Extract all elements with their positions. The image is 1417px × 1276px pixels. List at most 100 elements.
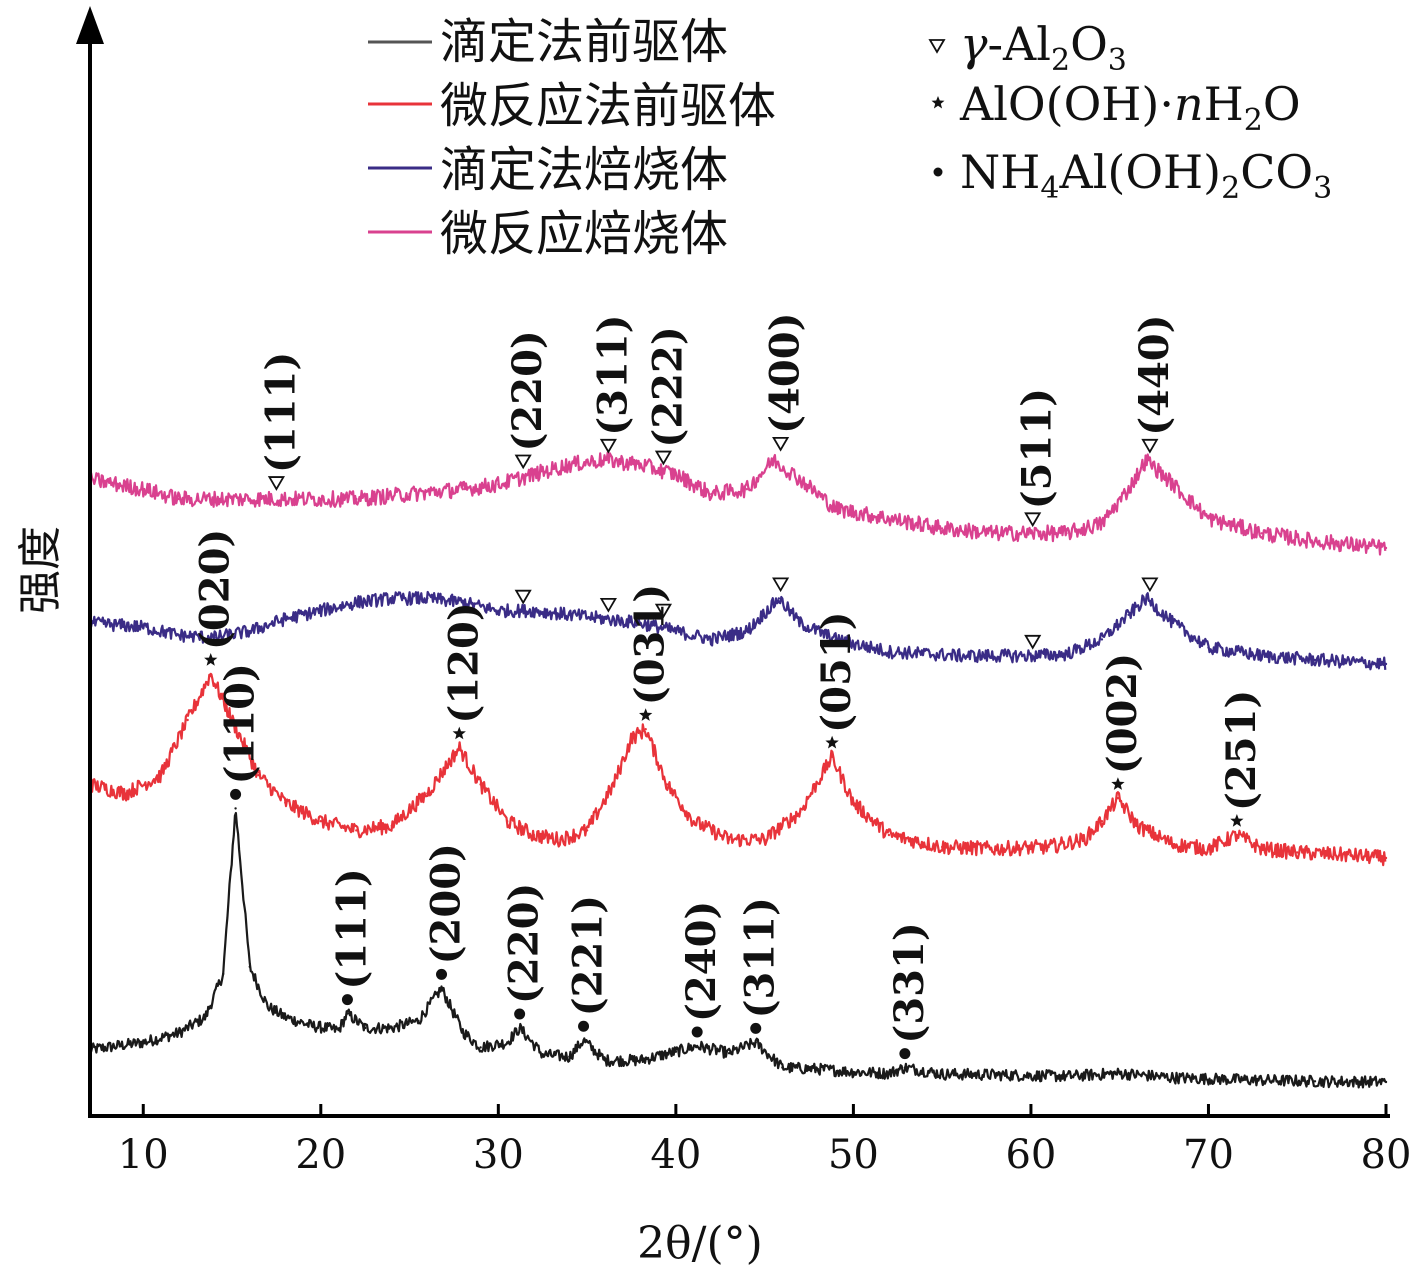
- hkl-label: (251): [1218, 690, 1265, 811]
- triangle-marker-icon: [1141, 577, 1159, 593]
- data-point: [754, 1041, 757, 1044]
- series-layer: [88, 451, 1388, 1089]
- marker-legend-label-alumina: γ-Al2O3: [960, 17, 1127, 78]
- data-point: [1100, 638, 1104, 641]
- data-point: [1242, 1078, 1246, 1082]
- data-point: [506, 820, 509, 823]
- data-point: [727, 1052, 731, 1055]
- data-point: [639, 463, 642, 466]
- star-marker-icon: [204, 653, 218, 666]
- data-point: [830, 755, 834, 758]
- data-point: [417, 1019, 420, 1022]
- data-point: [940, 527, 944, 530]
- legend-label: 滴定法前驱体: [440, 14, 728, 70]
- triangle-marker-icon: [514, 454, 532, 470]
- data-point: [887, 1072, 891, 1075]
- data-point: [763, 838, 766, 841]
- hkl-label: (220): [504, 330, 551, 451]
- data-point: [230, 718, 234, 722]
- data-point: [506, 1041, 509, 1044]
- hkl-label: (051): [813, 611, 860, 732]
- data-point: [1127, 613, 1130, 616]
- hkl-label: (331): [886, 922, 933, 1043]
- data-point: [266, 1005, 269, 1008]
- data-point: [1118, 1072, 1121, 1075]
- data-point: [603, 617, 607, 621]
- hkl-label: (311): [737, 897, 784, 1018]
- data-point: [532, 609, 536, 612]
- data-point: [582, 1039, 585, 1042]
- hkl-label: (031): [627, 584, 674, 705]
- hkl-label: (311): [589, 314, 636, 435]
- data-point: [1235, 833, 1239, 837]
- data-point: [710, 492, 713, 496]
- data-point: [284, 617, 287, 621]
- legend-label: 微反应焙烧体: [440, 206, 728, 262]
- data-point: [426, 792, 429, 795]
- marker-legend-label-aach: NH4Al(OH)2CO3: [960, 145, 1332, 206]
- hkl-label: (440): [1131, 314, 1178, 435]
- x-tick-label: 30: [473, 1132, 524, 1178]
- legend-item: 滴定法焙烧体: [368, 142, 728, 198]
- data-point: [612, 783, 615, 786]
- data-point: [1100, 820, 1104, 823]
- triangle-marker-icon: [1024, 512, 1042, 528]
- data-point: [346, 1012, 349, 1015]
- series-3: [88, 451, 1388, 556]
- data-point: [559, 838, 562, 841]
- data-point: [994, 847, 997, 850]
- x-ticks: 10 20 30 40 50 60 70 80: [118, 1104, 1411, 1178]
- data-point: [1136, 824, 1139, 827]
- data-point: [639, 621, 642, 625]
- star-marker-icon: [1111, 777, 1125, 790]
- data-point: [159, 774, 163, 777]
- data-point: [186, 718, 189, 722]
- x-tick-label: 70: [1183, 1132, 1234, 1178]
- dot-marker-icon: [691, 1026, 703, 1038]
- data-point: [695, 1044, 699, 1048]
- series-line: [88, 451, 1387, 556]
- triangle-marker-icon: [772, 436, 790, 452]
- data-point: [177, 497, 180, 501]
- data-point: [568, 613, 571, 616]
- data-point: [319, 497, 322, 501]
- legend-item: 微反应法前驱体: [368, 78, 776, 134]
- legend-item: 微反应焙烧体: [368, 206, 728, 262]
- dot-marker-icon: [750, 1022, 762, 1034]
- data-point: [887, 517, 891, 520]
- data-point: [1313, 539, 1317, 543]
- data-point: [777, 597, 781, 600]
- data-point: [958, 654, 962, 657]
- data-point: [461, 488, 465, 491]
- data-point: [1260, 847, 1263, 850]
- data-point: [124, 792, 127, 795]
- data-point: [310, 1024, 314, 1028]
- data-point: [337, 1028, 340, 1032]
- data-point: [852, 801, 855, 804]
- data-point: [1082, 838, 1086, 841]
- dot-marker-icon: [578, 1020, 590, 1032]
- star-marker-icon: [452, 726, 466, 740]
- hkl-label: (110): [217, 663, 264, 784]
- data-point: [248, 965, 251, 968]
- star-marker-icon: [825, 735, 839, 749]
- hkl-label: (400): [762, 312, 809, 433]
- data-point: [852, 1070, 855, 1074]
- data-point: [692, 820, 695, 823]
- triangle-marker-icon: [599, 438, 617, 454]
- data-point: [1260, 532, 1263, 535]
- data-point: [940, 1072, 944, 1076]
- series-line: [88, 673, 1387, 867]
- x-tick-label: 60: [1005, 1132, 1056, 1178]
- data-point: [710, 638, 713, 641]
- dot-marker-icon: [436, 968, 448, 980]
- hkl-label: (220): [501, 883, 548, 1004]
- hkl-label: (020): [192, 529, 239, 650]
- data-point: [479, 783, 482, 786]
- hkl-label: (221): [565, 895, 612, 1016]
- data-point: [674, 473, 678, 476]
- data-point: [248, 630, 251, 633]
- x-tick-label: 20: [295, 1132, 346, 1178]
- data-point: [644, 728, 647, 731]
